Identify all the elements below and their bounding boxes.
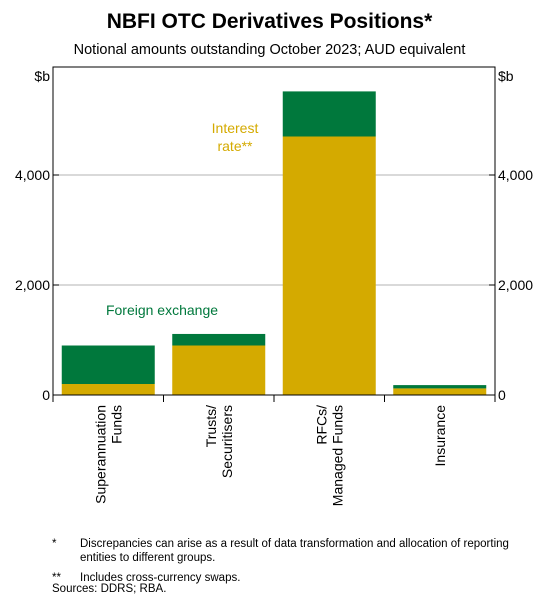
category-label-2-0: RFCs/ [313,405,329,445]
footnote-2-mark: ** [52,572,61,584]
category-label-1-1: Securitisers [219,405,235,478]
bar-foreign-exchange-0 [61,345,155,384]
bar-interest-rate-1 [172,345,266,395]
chart-title: NBFI OTC Derivatives Positions* [106,10,433,33]
chart-subtitle: Notional amounts outstanding October 202… [73,42,466,58]
bar-foreign-exchange-2 [282,91,376,137]
bar-interest-rate-2 [282,136,376,395]
category-label-2-1: Managed Funds [329,405,345,506]
y-axis-unit-left: $b [34,68,50,84]
footnotes: * Discrepancies can arise as a result of… [52,537,522,591]
annotation-interest-rate-0: Interest [212,120,259,136]
footnote-2: ** Includes cross-currency swaps. [52,571,522,585]
footnote-1: * Discrepancies can arise as a result of… [52,537,522,565]
bar-interest-rate-3 [393,388,487,395]
y-tick-label-left-0: 0 [42,387,50,403]
footnote-2-text: Includes cross-currency swaps. [80,572,241,584]
y-tick-label-right-2: 4,000 [498,167,533,183]
footnote-1-mark: * [52,538,57,550]
bar-interest-rate-0 [61,384,155,395]
y-tick-label-left-2: 4,000 [15,167,50,183]
y-tick-label-left-1: 2,000 [15,277,50,293]
bar-foreign-exchange-1 [172,333,266,346]
bar-foreign-exchange-3 [393,385,487,389]
footnote-1-text: Discrepancies can arise as a result of d… [80,538,509,564]
y-axis-unit-right: $b [498,68,514,84]
annotation-interest-rate-1: rate** [217,138,253,154]
annotation-foreign-exchange: Foreign exchange [106,302,218,318]
category-label-1-0: Trusts/ [203,405,219,447]
y-tick-label-right-0: 0 [498,387,506,403]
category-label-0-1: Funds [108,405,124,444]
sources: Sources: DDRS; RBA. [52,583,167,595]
category-label-0-0: Superannuation [92,405,108,504]
bar-chart: 0 0 2,000 2,000 4,000 4,000 $b $b Superannuation… [15,66,533,506]
category-label-3-0: Insurance [432,405,448,467]
y-tick-label-right-1: 2,000 [498,277,533,293]
